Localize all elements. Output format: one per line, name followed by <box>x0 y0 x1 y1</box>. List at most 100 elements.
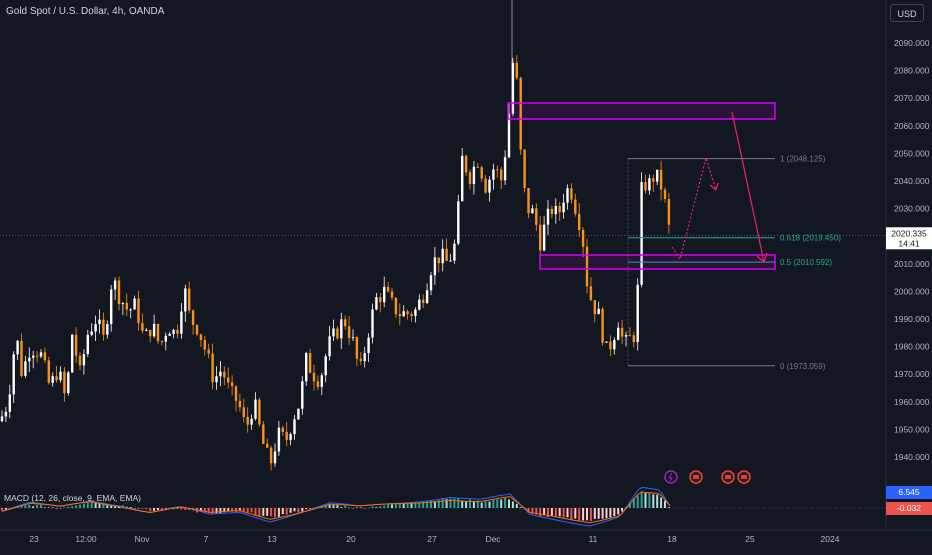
macd-hist-bar <box>235 508 237 512</box>
candle-body <box>640 182 643 285</box>
candle-body <box>468 172 472 185</box>
projected-arrowhead <box>709 182 719 191</box>
candle-body <box>659 169 663 190</box>
macd-hist-bar <box>609 508 612 518</box>
candle-body <box>55 376 58 381</box>
candle-body <box>620 327 624 337</box>
macd-hist-bar <box>500 499 503 508</box>
macd-hist-bar <box>145 508 148 510</box>
candle-body <box>305 353 308 382</box>
macd-hist-bar <box>71 506 74 508</box>
macd-hist-bar <box>157 508 159 511</box>
time-tick-label: 7 <box>204 534 209 544</box>
current-price-badge[interactable] <box>886 227 932 250</box>
macd-hist-bar <box>554 508 557 517</box>
candle-body <box>601 308 604 343</box>
down-arrowhead <box>756 252 768 263</box>
macd-hist-bar <box>223 508 226 513</box>
candle-body <box>648 178 651 191</box>
candle-body <box>4 411 8 417</box>
macd-hist-bar <box>293 508 296 512</box>
candle-body <box>624 335 628 337</box>
macd-hist-bar <box>617 508 620 515</box>
macd-hist-bar <box>586 508 588 521</box>
macd-hist-bar <box>613 508 616 517</box>
macd-hist-bar <box>207 508 210 514</box>
macd-hist-bar <box>184 508 187 511</box>
macd-hist-badge <box>886 502 932 515</box>
macd-label: MACD (12, 26, close, 9, EMA, EMA) <box>4 493 141 503</box>
macd-hist-bar <box>215 508 218 514</box>
candle-body <box>605 341 608 343</box>
supply-zone[interactable] <box>507 102 776 120</box>
macd-hist-bar <box>519 507 522 508</box>
macd-hist-bar <box>348 507 351 509</box>
macd-hist-bar <box>355 506 358 508</box>
macd-hist-bar <box>570 508 573 520</box>
time-tick-label: 23 <box>29 534 39 544</box>
macd-hist-bar <box>203 508 206 513</box>
candle-body <box>379 297 382 303</box>
macd-hist-bar <box>621 508 624 512</box>
time-tick-label: 20 <box>346 534 356 544</box>
macd-hist-bar <box>102 502 105 508</box>
down-arrow[interactable] <box>731 111 765 263</box>
candle-body <box>585 246 589 287</box>
candle-body <box>180 311 183 334</box>
macd-hist-bar <box>667 507 670 508</box>
candle-body <box>320 375 323 387</box>
price-tick-label: 1970.000 <box>894 369 930 379</box>
macd-hist-bar <box>274 508 276 518</box>
macd-hist-bar <box>375 507 378 508</box>
macd-hist-bar <box>605 508 608 519</box>
price-tick-label: 2070.000 <box>894 93 930 103</box>
macd-hist-bar <box>550 508 553 516</box>
candle-body <box>500 169 503 181</box>
projected-path[interactable] <box>671 155 717 261</box>
candle-body <box>160 341 164 343</box>
candle-body <box>67 372 70 394</box>
macd-hist-bar <box>90 501 93 508</box>
macd-hist-bar <box>484 501 487 508</box>
time-tick-label: 27 <box>427 534 437 544</box>
macd-hist-bar <box>636 495 639 508</box>
candle-body <box>562 202 565 213</box>
candle-body <box>39 352 43 357</box>
candle-body <box>371 309 374 338</box>
macd-hist-bar <box>632 498 635 508</box>
macd-hist-bar <box>508 499 510 508</box>
current-price-label: 2020.335 <box>891 228 927 238</box>
macd-hist-bar <box>110 504 113 508</box>
macd-hist-bar <box>36 504 39 508</box>
macd-hist-bar <box>114 505 117 508</box>
macd-hist-bar <box>457 498 460 508</box>
macd-hist-bar <box>98 503 101 508</box>
candle-body <box>211 353 214 383</box>
currency-button[interactable]: USD <box>890 4 924 22</box>
candle-body <box>519 77 522 150</box>
candle-body <box>398 314 401 317</box>
event-icon-lightning[interactable] <box>664 470 678 484</box>
macd-hist-bar <box>133 508 136 509</box>
macd-hist-bar <box>410 503 413 508</box>
macd-hist-bar <box>75 505 78 508</box>
candle-body <box>316 381 320 387</box>
candle-body <box>230 382 234 387</box>
macd-hist-bar <box>492 499 495 508</box>
candle-body <box>570 188 573 200</box>
candle-body <box>609 341 612 350</box>
macd-hist-bar <box>562 508 565 518</box>
macd-hist-bar <box>367 507 370 509</box>
fib-level-label: 0 (1973.059) <box>780 362 826 371</box>
candle-body <box>347 326 351 338</box>
candle-body <box>402 311 405 317</box>
candle-body <box>156 323 160 342</box>
candle-body <box>250 418 253 425</box>
time-tick-label: Dec <box>485 534 501 544</box>
price-tick-label: 2050.000 <box>894 148 930 158</box>
candle-body <box>359 358 362 362</box>
candle-body <box>133 298 136 310</box>
candle-body <box>269 447 273 464</box>
